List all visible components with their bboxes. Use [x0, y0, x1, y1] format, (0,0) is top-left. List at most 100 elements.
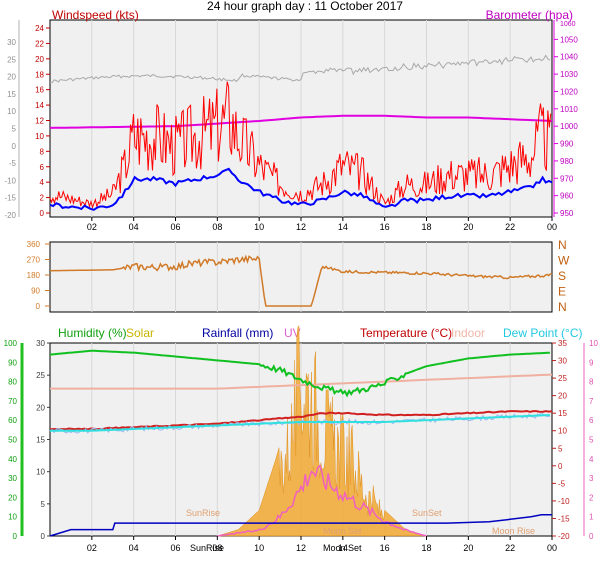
sun-moon-annotation: SunRise — [186, 508, 220, 518]
temperature-tick: 25 — [558, 374, 567, 383]
temperature-tick: 15 — [558, 409, 567, 418]
humidity-tick: 80 — [8, 378, 17, 387]
temperature-label: Temperature (°C) — [360, 326, 452, 340]
gust-tick: -20 — [4, 211, 16, 220]
compass-label: S — [558, 269, 566, 283]
x-tick-label: 00 — [547, 543, 557, 553]
humidity-tick: 0 — [13, 532, 18, 541]
x-tick-label: 12 — [296, 543, 306, 553]
x-tick-label: 10 — [254, 222, 264, 232]
x-tick-label: 16 — [380, 543, 390, 553]
graph-title: 24 hour graph day : 11 October 2017 — [207, 0, 403, 13]
x-tick-label: 04 — [129, 222, 139, 232]
gust-tick: 0 — [12, 142, 17, 151]
windspeed-tick: 12 — [35, 117, 44, 126]
humidity-line — [49, 349, 550, 398]
weather-panel: Humidity (%) Solar Rainfall (mm) UV Temp… — [4, 324, 598, 553]
windspeed-tick: 2 — [40, 194, 45, 203]
uv-tick: 0 — [589, 532, 594, 541]
x-tick-label: 02 — [87, 543, 97, 553]
sun-moon-annotation: Moon Rise — [492, 526, 535, 536]
x-tick-label: 06 — [170, 222, 180, 232]
windspeed-tick: 22 — [35, 39, 44, 48]
compass-label: E — [558, 285, 566, 299]
rainfall-tick: 5 — [41, 500, 46, 509]
windspeed-tick: 14 — [35, 101, 44, 110]
humidity-tick: 60 — [8, 416, 17, 425]
uv-tick: 8 — [589, 378, 594, 387]
grey-trace — [49, 54, 551, 84]
compass-label: N — [558, 300, 567, 314]
x-tick-label: 20 — [463, 543, 473, 553]
barometer-tick: 990 — [560, 140, 574, 149]
rainfall-axis: 30 25 20 15 10 5 0 — [36, 339, 50, 541]
direction-tick: 0 — [36, 302, 41, 311]
x-tick-label: 20 — [463, 222, 473, 232]
x-tick-label: 18 — [421, 543, 431, 553]
gust-tick: 25 — [7, 55, 16, 64]
barometer-tick: 1060 — [560, 21, 576, 28]
sun-moon-annotation: Moon Set — [323, 526, 362, 536]
temperature-tick: -10 — [558, 497, 570, 506]
direction-tick: 90 — [31, 287, 40, 296]
sun-moon-annotation: Moon Set — [323, 543, 362, 553]
solar-label: Solar — [126, 326, 154, 340]
solar-area — [217, 324, 427, 537]
weather-annotations: SunRise SunSet Moon Set Moon Rise SunRise Moo… — [186, 508, 535, 553]
temperature-tick: 0 — [558, 462, 563, 471]
barometer-tick: 980 — [560, 157, 574, 166]
indoor-line — [50, 373, 553, 390]
uv-tick: 6 — [589, 416, 594, 425]
rainfall-line — [49, 514, 552, 537]
x-tick-label: 04 — [129, 543, 139, 553]
windspeed-tick: 10 — [35, 132, 44, 141]
rainfall-tick: 10 — [36, 468, 45, 477]
humidity-tick: 100 — [4, 339, 18, 348]
compass-label: N — [558, 238, 567, 252]
temperature-tick: 35 — [558, 339, 567, 348]
gust-tick: -5 — [9, 159, 17, 168]
uv-tick: 3 — [589, 474, 594, 483]
rainfall-tick: 30 — [36, 339, 45, 348]
windspeed-line — [49, 81, 552, 210]
rainfall-tick: 0 — [41, 532, 46, 541]
wind-average-line — [49, 167, 553, 211]
rainfall-tick: 20 — [36, 403, 45, 412]
barometer-axis: 1060 1050 1040 1030 1020 1010 1000 990 980 970 960… — [553, 20, 578, 218]
uv-tick: 1 — [589, 513, 594, 522]
wind-panel: Windspeed (kts) Barometer (hpa) 24222018… — [4, 8, 578, 232]
compass-label: W — [558, 254, 570, 268]
wind-x-axis: 02 04 06 08 10 12 14 16 18 20 22 00 — [87, 217, 557, 232]
weather-x-axis: 02 04 06 08 10 12 14 16 18 20 22 00 — [87, 536, 557, 553]
humidity-tick: 30 — [8, 474, 17, 483]
x-tick-label: 00 — [547, 222, 557, 232]
sun-moon-annotation: SunSet — [412, 508, 442, 518]
uv-tick: 2 — [589, 493, 594, 502]
gust-tick: 5 — [12, 125, 17, 134]
windspeed-tick: 8 — [40, 147, 45, 156]
direction-axis: 360 270 180 90 0 — [27, 240, 50, 311]
humidity-tick: 10 — [8, 513, 17, 522]
x-tick-label: 22 — [505, 222, 515, 232]
uv-tick: 4 — [589, 455, 594, 464]
windspeed-tick: 16 — [35, 86, 44, 95]
x-tick-label: 14 — [338, 543, 348, 553]
x-tick-label: 12 — [296, 222, 306, 232]
barometer-tick: 950 — [560, 209, 574, 218]
wind-series — [49, 54, 553, 211]
windspeed-tick: 18 — [35, 70, 44, 79]
uv-tick: 5 — [589, 436, 594, 445]
humidity-label: Humidity (%) — [58, 326, 127, 340]
uv-tick: 10 — [589, 339, 598, 348]
x-tick-label: 22 — [505, 543, 515, 553]
barometer-tick: 1010 — [560, 105, 578, 114]
uv-label: UV — [284, 326, 301, 340]
gust-tick: 15 — [7, 90, 16, 99]
temperature-tick: -20 — [558, 532, 570, 541]
rainfall-label: Rainfall (mm) — [202, 326, 273, 340]
sun-moon-annotation: SunRise — [190, 543, 224, 553]
gust-tick: -15 — [4, 194, 16, 203]
